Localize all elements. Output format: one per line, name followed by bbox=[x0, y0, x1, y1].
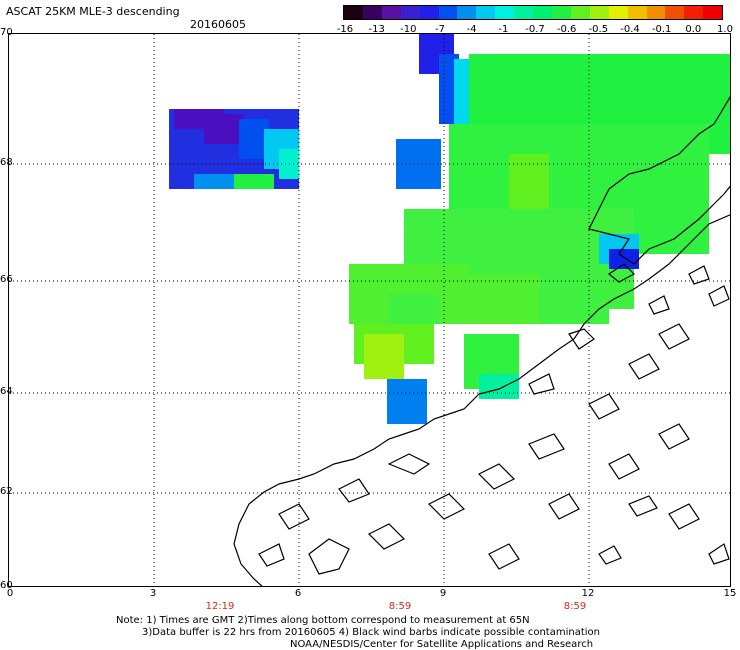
color-scale-swatch bbox=[533, 6, 552, 19]
lat-label-68: 68 bbox=[0, 157, 13, 168]
lon-label-0: 0 bbox=[6, 588, 14, 599]
color-scale-swatch bbox=[457, 6, 477, 19]
color-scale-swatch bbox=[362, 6, 382, 19]
color-scale-bar bbox=[343, 5, 723, 20]
color-scale-labels: -16 -13 -10 -7 -4 -1 -0.7 -0.6 -0.5 -0.4 -0.1 0.0 1.… bbox=[335, 24, 735, 36]
color-scale-swatch bbox=[381, 6, 401, 19]
lon-label-6: 6 bbox=[294, 588, 302, 599]
color-scale-label: -0.5 bbox=[588, 24, 609, 35]
color-scale-label: -13 bbox=[368, 24, 385, 35]
time-label-2: 8:59 bbox=[388, 601, 412, 612]
color-scale-swatch bbox=[589, 6, 609, 19]
color-scale-label: -16 bbox=[336, 24, 354, 35]
map-canvas bbox=[9, 34, 730, 586]
color-scale-swatch bbox=[438, 6, 458, 19]
color-scale-swatch bbox=[400, 6, 420, 19]
lon-label-15: 15 bbox=[723, 588, 737, 599]
measurement-cell bbox=[396, 139, 441, 189]
measurement-cell bbox=[439, 274, 539, 324]
lon-label-9: 9 bbox=[439, 588, 447, 599]
color-scale-swatch bbox=[570, 6, 590, 19]
measurement-cell bbox=[539, 224, 609, 324]
lon-label-12: 12 bbox=[581, 588, 595, 599]
color-scale-label: -10 bbox=[400, 24, 417, 35]
measurement-cell bbox=[204, 114, 244, 144]
map-panel bbox=[8, 33, 731, 587]
color-scale-swatch bbox=[419, 6, 439, 19]
lat-lon-grid bbox=[9, 34, 730, 586]
measurement-cell bbox=[194, 174, 244, 189]
color-scale-label: -7 bbox=[435, 24, 445, 35]
color-scale-swatch bbox=[476, 6, 496, 19]
time-label-3: 8:59 bbox=[563, 601, 587, 612]
color-scale-label: 1.0 bbox=[717, 24, 733, 35]
map-date: 20160605 bbox=[190, 18, 246, 31]
measurement-cell bbox=[364, 334, 404, 379]
color-scale-label: 0.0 bbox=[685, 24, 702, 35]
map-title: ASCAT 25KM MLE-3 descending bbox=[6, 5, 180, 18]
color-scale-swatch bbox=[627, 6, 647, 19]
color-scale-swatch bbox=[608, 6, 628, 19]
color-scale-swatch bbox=[495, 6, 515, 19]
color-scale-label: -0.6 bbox=[556, 24, 577, 35]
color-scale-swatch bbox=[703, 6, 723, 19]
measurement-cell bbox=[234, 174, 274, 189]
color-scale-swatch bbox=[514, 6, 534, 19]
color-scale-swatch bbox=[344, 6, 363, 19]
color-scale-swatch bbox=[551, 6, 571, 19]
color-scale-swatch bbox=[665, 6, 685, 19]
lat-label-66: 66 bbox=[0, 274, 13, 285]
note-line-3: NOAA/NESDIS/Center for Satellite Applica… bbox=[290, 639, 594, 650]
measurement-cell bbox=[479, 374, 519, 399]
time-label-1: 12:19 bbox=[205, 601, 235, 612]
lon-label-3: 3 bbox=[149, 588, 157, 599]
note-line-2: 3)Data buffer is 22 hrs from 20160605 4)… bbox=[142, 627, 600, 638]
lat-label-60: 60 bbox=[0, 580, 13, 591]
lat-label-62: 62 bbox=[0, 486, 13, 497]
color-scale-label: -0.7 bbox=[525, 24, 545, 35]
lat-label-70: 70 bbox=[0, 27, 13, 38]
color-scale-label: -1 bbox=[498, 24, 509, 35]
measurement-patches bbox=[169, 34, 730, 424]
color-scale-swatch bbox=[684, 6, 704, 19]
lat-label-64: 64 bbox=[0, 386, 13, 397]
color-scale-swatch bbox=[646, 6, 666, 19]
note-line-1: Note: 1) Times are GMT 2)Times along bot… bbox=[116, 615, 530, 626]
measurement-cell bbox=[387, 379, 427, 424]
color-scale-label: -0.4 bbox=[620, 24, 640, 35]
measurement-cell bbox=[609, 249, 639, 269]
measurement-cell bbox=[509, 154, 549, 214]
coastline bbox=[233, 96, 730, 586]
color-scale-label: -0.1 bbox=[651, 24, 672, 35]
color-scale-label: -4 bbox=[466, 24, 477, 35]
